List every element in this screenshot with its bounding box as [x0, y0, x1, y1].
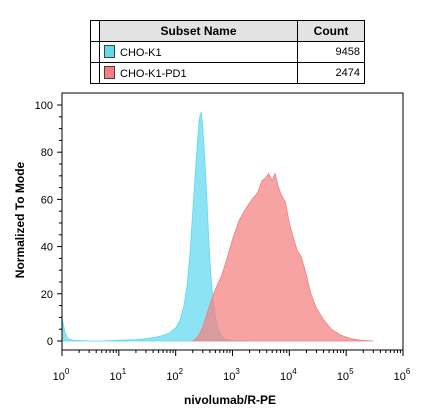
y-tick-label: 60: [41, 194, 53, 206]
subset-name-label: CHO-K1-PD1: [120, 68, 187, 80]
x-tick-label: 104: [280, 367, 297, 383]
x-tick-label: 100: [53, 367, 70, 383]
y-tick-label: 0: [47, 336, 53, 348]
count-header: Count: [297, 20, 365, 42]
x-tick-label: 105: [337, 367, 354, 383]
y-tick-label: 80: [41, 147, 53, 159]
x-tick-label: 106: [394, 367, 411, 383]
series-layer: [61, 111, 374, 342]
subset-count-cell: 9458: [297, 41, 365, 63]
y-tick-label: 40: [41, 242, 53, 254]
legend-row: CHO-K1-PD1 2474: [90, 62, 365, 84]
x-axis-label: nivolumab/R-PE: [184, 393, 276, 407]
subset-count-cell: 2474: [297, 62, 365, 84]
y-tick-label: 20: [41, 289, 53, 301]
subset-legend-table: Subset Name Count CHO-K1 9458 CHO-K1-PD1…: [90, 20, 365, 84]
histogram-series-2: [191, 172, 374, 342]
x-tick-label: 102: [166, 367, 183, 383]
y-tick-label: 100: [35, 100, 53, 112]
subset-name-label: CHO-K1: [120, 47, 162, 59]
x-tick-label: 103: [223, 367, 240, 383]
x-tick-label: 101: [109, 367, 126, 383]
cho-k1-pd1-swatch: [104, 66, 115, 79]
y-axis-label: Normalized To Mode: [13, 161, 27, 278]
legend-header-row: Subset Name Count: [90, 20, 365, 42]
cho-k1-swatch: [104, 45, 115, 58]
axis-layer: 0 20 40 60 80 100 100 101 102 103 104 105 106: [35, 100, 411, 383]
